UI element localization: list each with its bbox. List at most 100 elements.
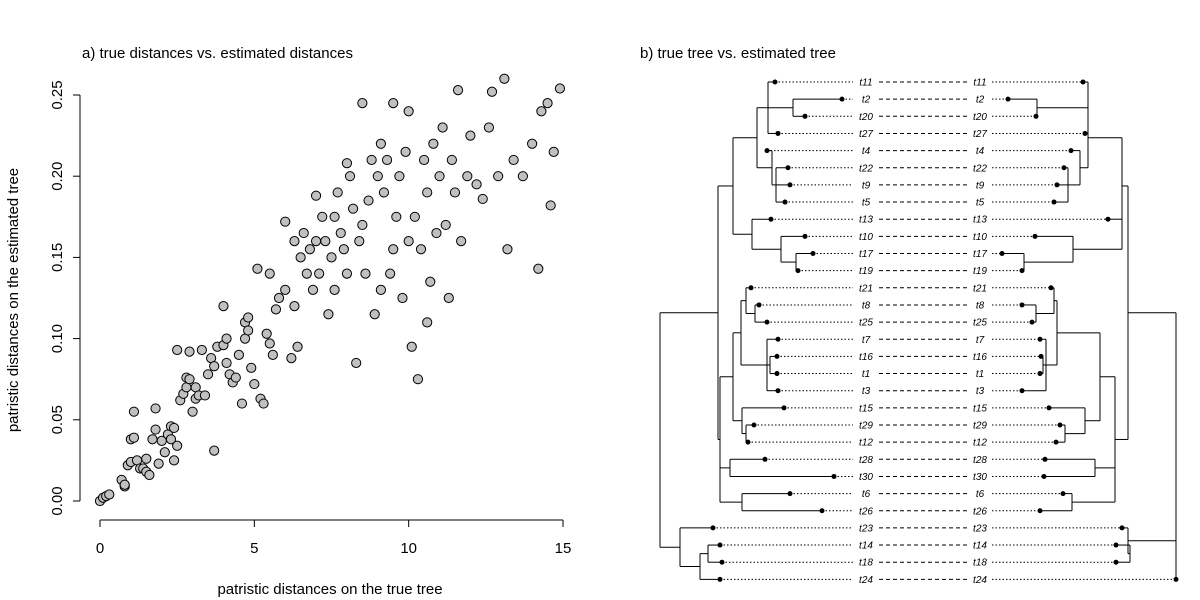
data-point bbox=[366, 154, 377, 166]
data-point bbox=[440, 219, 451, 231]
tip-dot-right bbox=[1029, 319, 1035, 325]
data-point bbox=[104, 489, 115, 500]
tip-label-left: t12 bbox=[859, 438, 873, 449]
tip-dot-left bbox=[719, 559, 725, 565]
tip-label-right: t4 bbox=[976, 146, 985, 157]
data-point bbox=[443, 292, 454, 304]
data-point bbox=[159, 447, 170, 458]
tip-dot-right bbox=[1082, 130, 1088, 136]
tip-label-right: t25 bbox=[973, 318, 987, 329]
data-point bbox=[360, 268, 371, 279]
tip-dot-right bbox=[1068, 148, 1074, 154]
data-point bbox=[295, 252, 306, 263]
x-tick-label: 10 bbox=[400, 540, 417, 557]
data-point bbox=[289, 236, 300, 247]
data-point bbox=[375, 138, 386, 149]
data-point bbox=[270, 304, 282, 315]
tip-label-right: t21 bbox=[973, 283, 987, 294]
data-point bbox=[344, 171, 356, 182]
tip-label-left: t1 bbox=[862, 369, 870, 380]
tip-label-right: t18 bbox=[973, 558, 987, 569]
data-point bbox=[230, 372, 241, 383]
data-point bbox=[144, 469, 155, 481]
tip-dot-left bbox=[819, 508, 825, 514]
x-axis-ticks: 0 5 10 15 bbox=[96, 520, 571, 557]
data-point bbox=[486, 86, 498, 97]
tip-dot-right bbox=[1054, 182, 1060, 188]
data-point bbox=[533, 263, 544, 274]
data-point bbox=[236, 398, 248, 409]
data-point bbox=[354, 236, 365, 247]
data-point bbox=[280, 216, 291, 227]
tip-dot-right bbox=[1041, 473, 1047, 479]
data-point bbox=[477, 193, 488, 205]
tip-dot-right bbox=[1005, 96, 1011, 102]
data-point bbox=[141, 453, 152, 464]
tip-dot-left bbox=[748, 285, 754, 291]
tip-label-right: t5 bbox=[976, 198, 985, 209]
y-tick-label: 0.25 bbox=[49, 80, 66, 109]
tree-panel: b) true tree vs. estimated tree t11 t11 t2… bbox=[640, 45, 1179, 586]
tip-dot-right bbox=[1060, 491, 1066, 497]
tip-label-left: t8 bbox=[862, 300, 871, 311]
tip-dot-left bbox=[787, 491, 793, 497]
data-point bbox=[381, 154, 393, 166]
tip-label-left: t27 bbox=[859, 129, 873, 140]
data-point bbox=[456, 236, 467, 247]
data-point bbox=[184, 346, 195, 357]
data-point bbox=[209, 445, 220, 456]
tip-label-left: t26 bbox=[859, 506, 873, 517]
data-point bbox=[233, 349, 244, 360]
estimated-tree bbox=[1002, 81, 1177, 580]
data-point bbox=[332, 187, 343, 198]
data-point bbox=[372, 171, 383, 182]
data-point bbox=[165, 434, 177, 445]
data-point bbox=[310, 236, 322, 247]
tip-label-right: t2 bbox=[976, 95, 985, 106]
data-point bbox=[172, 344, 183, 356]
data-point bbox=[323, 309, 334, 320]
data-point bbox=[150, 403, 161, 414]
tip-dot-right bbox=[1032, 233, 1038, 239]
data-point bbox=[397, 292, 408, 304]
tip-label-left: t25 bbox=[859, 318, 873, 329]
x-axis-label: patristic distances on the true tree bbox=[217, 581, 442, 598]
data-point bbox=[403, 106, 414, 117]
data-point bbox=[341, 158, 353, 169]
y-tick-label: 0.00 bbox=[49, 486, 66, 515]
data-point bbox=[437, 122, 448, 133]
data-point bbox=[168, 455, 180, 466]
data-point bbox=[428, 138, 439, 149]
data-point bbox=[258, 398, 269, 409]
x-tick-label: 5 bbox=[250, 540, 258, 557]
data-point bbox=[246, 362, 257, 373]
tip-label-right: t16 bbox=[973, 352, 987, 363]
data-point bbox=[320, 236, 331, 247]
tip-dot-right bbox=[1048, 285, 1054, 291]
data-point bbox=[341, 268, 353, 279]
tip-dot-left bbox=[710, 525, 716, 531]
tip-label-right: t10 bbox=[973, 232, 987, 243]
data-point bbox=[388, 244, 399, 255]
tip-dot-right bbox=[999, 251, 1005, 256]
tip-dot-left bbox=[802, 233, 808, 239]
data-point bbox=[502, 244, 513, 255]
data-point bbox=[314, 268, 325, 279]
data-point bbox=[221, 333, 232, 344]
tip-label-right: t19 bbox=[973, 266, 987, 277]
data-point bbox=[298, 227, 309, 239]
data-point bbox=[419, 154, 430, 166]
data-point bbox=[434, 171, 445, 182]
data-point bbox=[422, 187, 433, 198]
y-tick-label: 0.15 bbox=[49, 243, 66, 272]
data-point bbox=[351, 357, 362, 369]
tip-label-left: t23 bbox=[859, 523, 873, 534]
tip-label-right: t13 bbox=[973, 215, 987, 226]
data-point bbox=[326, 252, 337, 263]
y-tick-label: 0.05 bbox=[49, 405, 66, 434]
tip-label-left: t3 bbox=[862, 386, 871, 397]
tip-dot-left bbox=[764, 319, 770, 325]
data-point bbox=[431, 227, 442, 239]
data-point bbox=[168, 422, 180, 434]
data-point bbox=[369, 309, 380, 320]
